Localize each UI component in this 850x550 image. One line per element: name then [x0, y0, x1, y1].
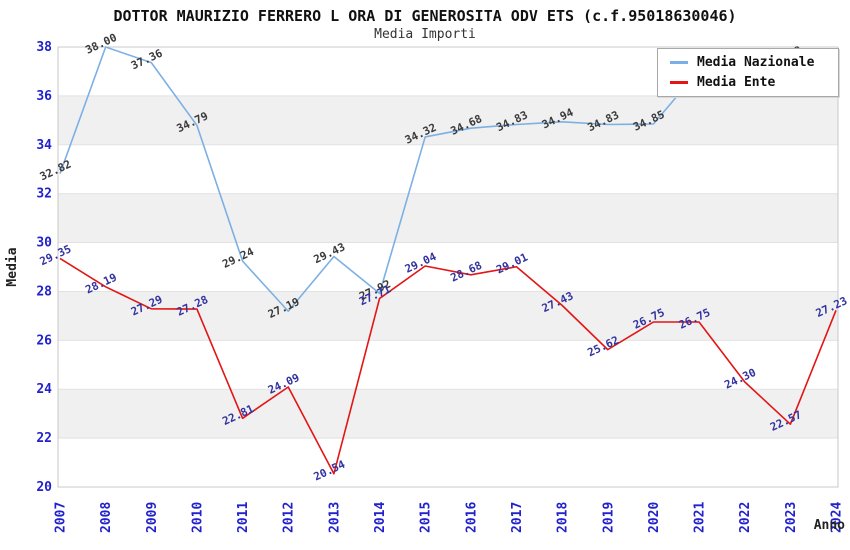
legend-swatch-ente-icon [670, 81, 688, 84]
x-tick-label: 2017 [510, 502, 525, 533]
series-line-media-nazionale [59, 46, 791, 313]
data-label: 28.68 [449, 259, 485, 285]
y-tick-label: 34 [36, 138, 52, 153]
y-tick-label: 30 [36, 236, 52, 251]
x-tick-label: 2020 [647, 502, 662, 533]
data-label: 37.36 [129, 46, 165, 72]
plot-band [58, 389, 838, 439]
data-label: 29.01 [494, 251, 530, 277]
x-tick-label: 2009 [145, 502, 160, 533]
legend-item-media-ente: Media Ente [670, 75, 838, 90]
x-tick-label: 2012 [282, 502, 297, 533]
plot-band [58, 95, 838, 145]
y-tick-label: 22 [36, 431, 52, 446]
plot-border [57, 46, 839, 488]
data-label: 20.54 [312, 458, 348, 484]
x-axis-title: Anno [814, 518, 845, 533]
x-tick-label: 2013 [327, 502, 342, 533]
x-tick-label: 2018 [556, 502, 571, 533]
legend-label: Media Ente [697, 75, 776, 90]
data-label: 32.82 [38, 158, 74, 184]
y-tick-label: 38 [36, 40, 52, 55]
x-tick-label: 2023 [784, 502, 799, 533]
legend-label: Media Nazionale [697, 55, 815, 70]
data-label: 24.30 [722, 366, 758, 392]
x-tick-label: 2007 [54, 502, 69, 533]
x-tick-label: 2010 [190, 502, 205, 533]
y-tick-label: 26 [36, 333, 52, 348]
x-tick-label: 2019 [601, 502, 616, 533]
y-tick-label: 24 [36, 382, 52, 397]
x-tick-label: 2022 [738, 502, 753, 533]
y-axis-title: Media [5, 247, 20, 286]
series-line-media-ente [59, 257, 837, 475]
plot-band [58, 193, 838, 243]
chart-subtitle: Media Importi [374, 27, 476, 42]
x-tick-label: 2024 [830, 502, 845, 533]
x-tick-label: 2008 [99, 502, 114, 533]
x-tick-label: 2015 [419, 502, 434, 533]
y-tick-label: 32 [36, 187, 52, 202]
y-tick-label: 20 [36, 480, 52, 495]
y-tick-label: 28 [36, 284, 52, 299]
x-tick-label: 2021 [693, 502, 708, 533]
x-tick-label: 2011 [236, 502, 251, 533]
y-tick-label: 36 [36, 89, 52, 104]
data-label: 29.04 [403, 250, 439, 276]
legend: Media Nazionale Media Ente [657, 48, 839, 97]
legend-item-media-nazionale: Media Nazionale [670, 55, 838, 70]
plot-band [58, 291, 838, 341]
chart-title: DOTTOR MAURIZIO FERRERO L ORA DI GENEROS… [113, 7, 737, 25]
legend-swatch-nazionale-icon [670, 61, 688, 64]
x-tick-label: 2014 [373, 502, 388, 533]
x-tick-label: 2016 [464, 502, 479, 533]
